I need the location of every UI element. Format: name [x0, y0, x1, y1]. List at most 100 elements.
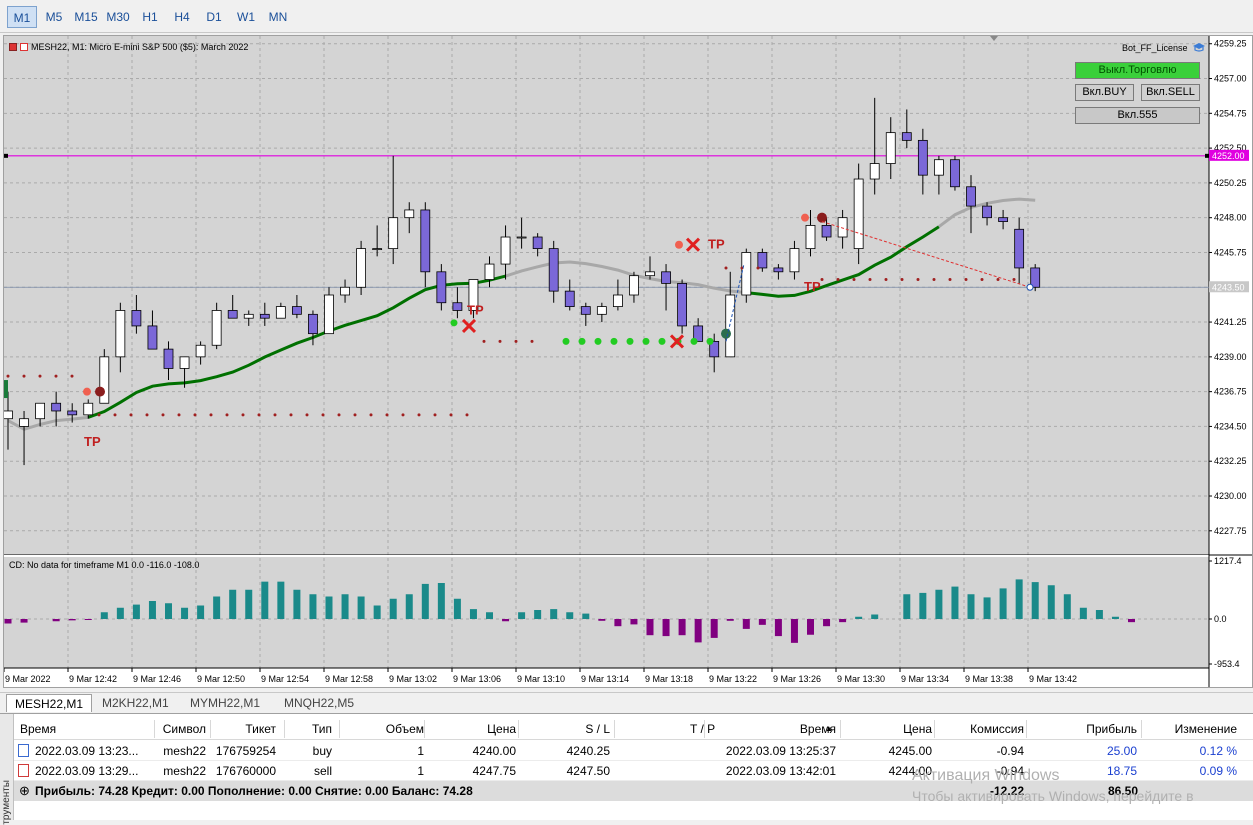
timeframe-mn[interactable]: MN	[268, 10, 288, 24]
cell-sl: 4240.25	[566, 744, 610, 758]
cell-price: 4240.00	[472, 744, 516, 758]
tp-label: TP	[804, 279, 821, 294]
price-tick-label: 4236.75	[1214, 387, 1247, 397]
candle	[211, 302, 222, 350]
timeframe-h1[interactable]: H1	[142, 10, 158, 24]
cd-histogram-bar	[453, 598, 461, 619]
symbol-tab[interactable]: MESH22,M1	[6, 694, 93, 712]
on-555-button[interactable]: Вкл.555	[1075, 107, 1200, 124]
candle	[661, 264, 671, 311]
candle	[950, 155, 960, 191]
cd-histogram-bar	[726, 619, 734, 621]
cd-histogram-bar	[357, 596, 365, 619]
time-tick-label: 9 Mar 13:38	[965, 674, 1013, 684]
candle	[484, 256, 495, 288]
timeframe-h4[interactable]: H4	[174, 10, 190, 24]
col-header-symbol[interactable]: Символ	[162, 722, 206, 736]
col-header-close-time[interactable]: Время	[799, 722, 836, 736]
candle	[741, 248, 752, 303]
cell-price: 4247.75	[472, 764, 516, 778]
col-header-tp[interactable]: T / P	[690, 722, 716, 736]
candle	[693, 318, 704, 342]
cd-histogram-bar	[229, 589, 237, 619]
col-header-sl[interactable]: S / L	[585, 722, 610, 736]
cell-type: buy	[312, 744, 332, 758]
timeframe-d1[interactable]: D1	[206, 10, 222, 24]
col-header-volume[interactable]: Объем	[385, 722, 424, 736]
cell-volume: 1	[417, 744, 424, 758]
timeframe-m5[interactable]: M5	[45, 10, 63, 24]
cell-close-time: 2022.03.09 13:42:01	[725, 764, 836, 778]
candle	[934, 155, 944, 195]
col-header-time[interactable]: Время	[20, 722, 57, 736]
entry-marker	[801, 213, 809, 222]
cd-axis-label: 0.0	[1214, 614, 1227, 624]
col-header-commission[interactable]: Комиссия	[970, 722, 1024, 736]
cd-histogram-bar	[742, 619, 750, 629]
summary-commission: -12.22	[989, 784, 1024, 798]
candle	[388, 155, 399, 265]
buy-trade-line	[725, 263, 745, 342]
entry-marker	[83, 387, 91, 396]
cd-histogram-bar	[405, 594, 413, 619]
candle	[821, 217, 832, 241]
cd-histogram-bar	[421, 583, 429, 619]
price-chart[interactable]: 4259.25 4257.00 4254.75 4252.50 4250.25 4248.…	[4, 36, 1252, 687]
cell-ticket: 176759254	[215, 744, 276, 758]
cd-histogram-bar	[261, 581, 269, 619]
cell-profit: 18.75	[1106, 764, 1137, 778]
tp-label: TP	[467, 302, 484, 317]
price-tick-label: 4234.50	[1214, 421, 1247, 431]
chart-title-text: MESH22, M1: Micro E-mini S&P 500 ($5): M…	[31, 42, 249, 52]
trade-row[interactable]: 2022.03.09 13:23... mesh22 176759254 buy 1 42…	[14, 741, 1253, 761]
col-header-change[interactable]: Изменение	[1174, 722, 1237, 736]
candle	[83, 399, 94, 419]
sell-on-button[interactable]: Вкл.SELL	[1141, 84, 1200, 101]
price-tick-label: 4257.00	[1214, 74, 1247, 84]
cd-histogram-bar	[181, 607, 189, 619]
ma-line-green	[746, 225, 940, 298]
terminal-side-tab[interactable]: трументы	[0, 714, 14, 825]
col-header-ticket[interactable]: Тикет	[245, 722, 276, 736]
timeframe-m1[interactable]: M1	[7, 6, 37, 28]
trade-off-button[interactable]: Выкл.Торговлю	[1075, 62, 1200, 79]
candle	[805, 209, 816, 257]
col-header-type[interactable]: Тип	[311, 722, 332, 736]
col-header-price[interactable]: Цена	[487, 722, 516, 736]
buy-on-button[interactable]: Вкл.BUY	[1075, 84, 1134, 101]
price-tick-label: 4239.00	[1214, 352, 1247, 362]
cell-type: sell	[313, 764, 332, 778]
symbol-tab[interactable]: MYMH22,M1	[190, 696, 261, 710]
ma-line-gray	[505, 260, 747, 295]
chart-menu-icon[interactable]	[9, 43, 17, 51]
symbol-tab[interactable]: M2KH22,M1	[102, 696, 169, 710]
trade-row[interactable]: 2022.03.09 13:29... mesh22 176760000 sell 1 4…	[14, 761, 1253, 781]
col-header-close-price[interactable]: Цена	[903, 722, 932, 736]
chart-window[interactable]: 4259.25 4257.00 4254.75 4252.50 4250.25 4248.…	[3, 35, 1253, 688]
candle	[613, 279, 623, 311]
cd-histogram-bar	[951, 586, 959, 619]
candle	[1030, 264, 1041, 292]
cd-histogram-bar	[277, 581, 285, 619]
bid-price-label: 4243.50	[1212, 282, 1245, 292]
candle	[596, 302, 607, 323]
cd-histogram-bar	[614, 619, 622, 627]
candle	[372, 225, 383, 257]
cd-histogram-bar	[598, 619, 606, 621]
summary-plus-icon[interactable]: ⊕	[19, 783, 30, 798]
timeframe-w1[interactable]: W1	[237, 10, 255, 24]
cell-sl: 4247.50	[566, 764, 610, 778]
time-tick-label: 9 Mar 13:26	[773, 674, 821, 684]
timeframe-m30[interactable]: M30	[106, 10, 130, 24]
candle	[869, 97, 880, 195]
candle	[243, 310, 254, 326]
timeframe-m15[interactable]: M15	[74, 10, 98, 24]
cd-histogram-bar	[197, 605, 205, 619]
sell-entry-marker	[817, 212, 827, 223]
symbol-tab[interactable]: MNQH22,M5	[284, 696, 355, 710]
cd-axis-label: 1217.4	[1214, 556, 1242, 566]
col-header-profit[interactable]: Прибыль	[1086, 722, 1137, 736]
cd-histogram-bar	[694, 619, 702, 643]
cd-histogram-bar	[4, 619, 12, 624]
candle	[917, 128, 928, 195]
